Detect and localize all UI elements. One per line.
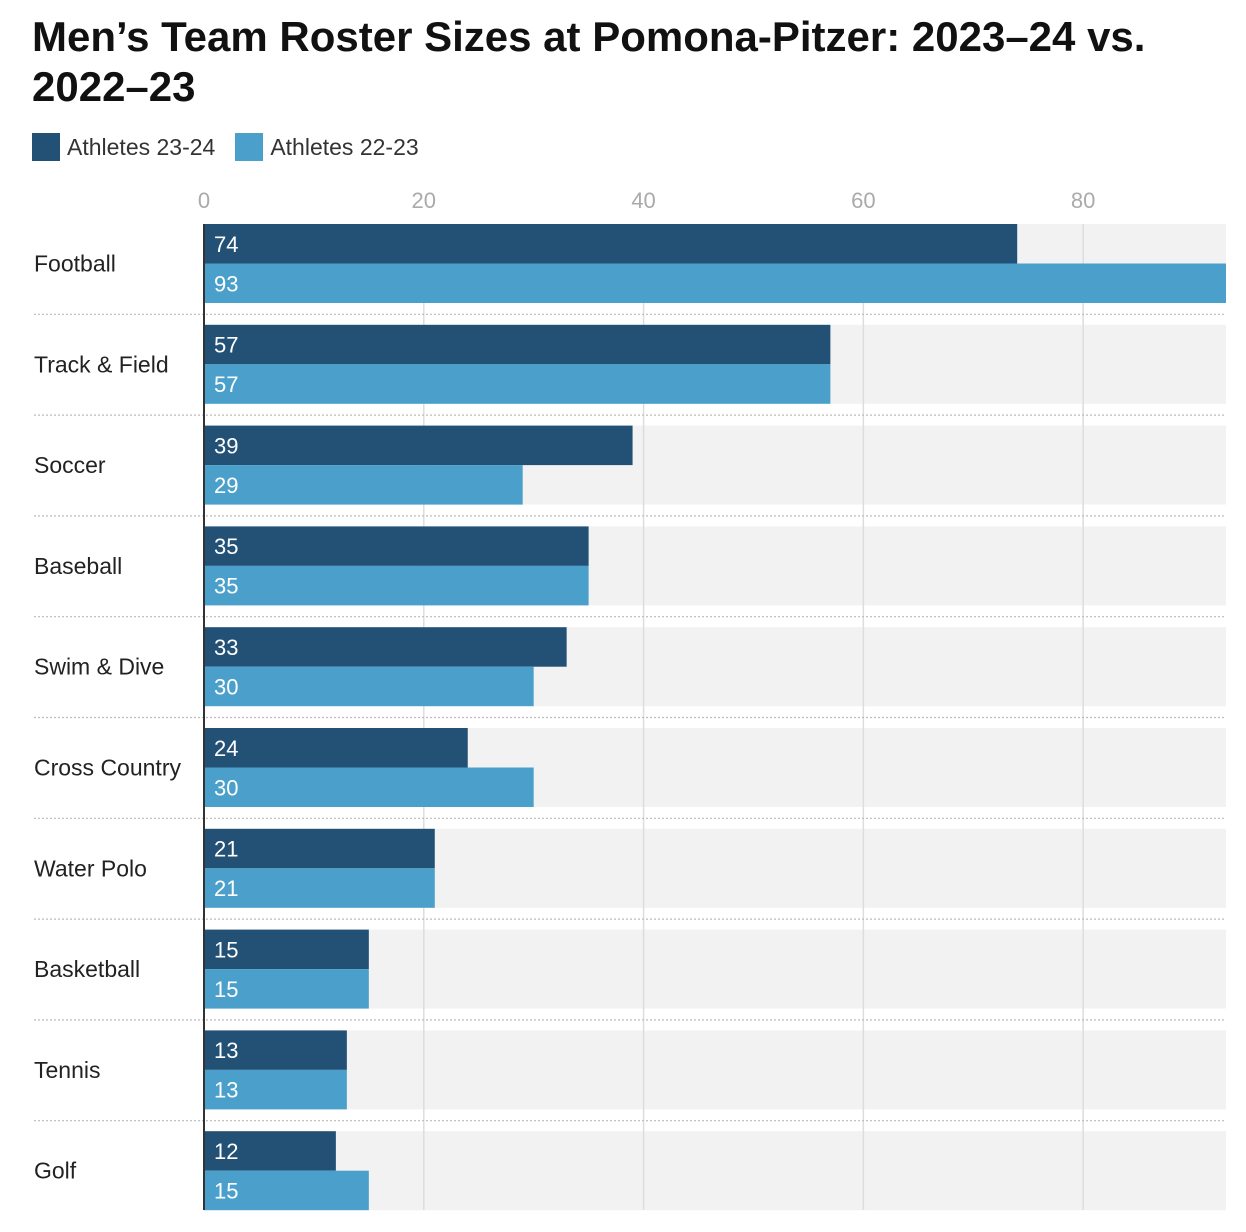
bar (204, 828, 435, 869)
bar-value-label: 39 (214, 433, 238, 458)
bar-value-label: 57 (214, 333, 238, 358)
row-background (204, 1131, 1226, 1211)
legend-swatch-athletes-23-24 (32, 133, 60, 161)
bar (204, 1030, 347, 1070)
category-label: Baseball (34, 553, 122, 579)
bar (204, 969, 369, 1009)
bar (204, 1131, 336, 1171)
category-label: Track & Field (34, 351, 169, 377)
category-label: Tennis (34, 1057, 100, 1083)
x-tick-label: 80 (1071, 188, 1095, 213)
bar (204, 224, 1018, 264)
row-background (204, 929, 1226, 1009)
legend-label-athletes-23-24: Athletes 23-24 (67, 133, 216, 160)
bar (204, 767, 534, 807)
category-label: Cross Country (34, 755, 181, 781)
legend-item-athletes-23-24: Athletes 23-24 (32, 133, 215, 161)
bar (204, 324, 831, 365)
bar-value-label: 15 (214, 937, 238, 962)
bar-value-label: 13 (214, 1078, 238, 1103)
legend-label-athletes-22-23: Athletes 22-23 (270, 133, 419, 160)
bar (204, 728, 468, 768)
bar-value-label: 12 (214, 1139, 238, 1164)
legend-item-athletes-22-23: Athletes 22-23 (235, 133, 419, 161)
bar (204, 868, 435, 908)
bar (204, 425, 633, 466)
row-background (204, 1030, 1226, 1110)
x-tick-label: 20 (412, 188, 436, 213)
bar (204, 526, 589, 566)
category-label: Football (34, 251, 116, 277)
chart-legend: Athletes 23-24 Athletes 22-23 (32, 132, 439, 162)
x-tick-label: 40 (631, 188, 655, 213)
bar-value-label: 29 (214, 473, 238, 498)
bar-value-label: 15 (214, 1178, 238, 1203)
bar-value-label: 57 (214, 372, 238, 397)
x-tick-label: 60 (851, 188, 875, 213)
category-label: Golf (34, 1158, 77, 1184)
bar (204, 929, 369, 970)
chart-title: Men’s Team Roster Sizes at Pomona-Pitzer… (32, 13, 1146, 110)
bar (204, 263, 1226, 303)
bar-value-label: 24 (214, 736, 238, 761)
category-label: Soccer (34, 452, 106, 478)
bar (204, 1069, 347, 1110)
category-label: Basketball (34, 956, 140, 982)
bar-value-label: 35 (214, 534, 238, 559)
bar (204, 565, 589, 606)
bar-value-label: 93 (214, 271, 238, 296)
bar-value-label: 13 (214, 1038, 238, 1063)
bar (204, 666, 534, 707)
category-label: Water Polo (34, 855, 147, 881)
bar-value-label: 35 (214, 574, 238, 599)
bar-value-label: 74 (214, 232, 238, 257)
bar (204, 627, 567, 667)
bar-value-label: 21 (214, 837, 238, 862)
bar (204, 1170, 369, 1211)
bar-value-label: 15 (214, 977, 238, 1002)
bar-value-label: 33 (214, 635, 238, 660)
bar-value-label: 30 (214, 775, 238, 800)
legend-swatch-athletes-22-23 (235, 133, 264, 161)
bar-value-label: 30 (214, 674, 238, 699)
category-label: Swim & Dive (34, 654, 164, 680)
x-tick-label: 0 (198, 188, 210, 213)
bar (204, 465, 523, 505)
bar (204, 364, 831, 404)
bar-value-label: 21 (214, 876, 238, 901)
